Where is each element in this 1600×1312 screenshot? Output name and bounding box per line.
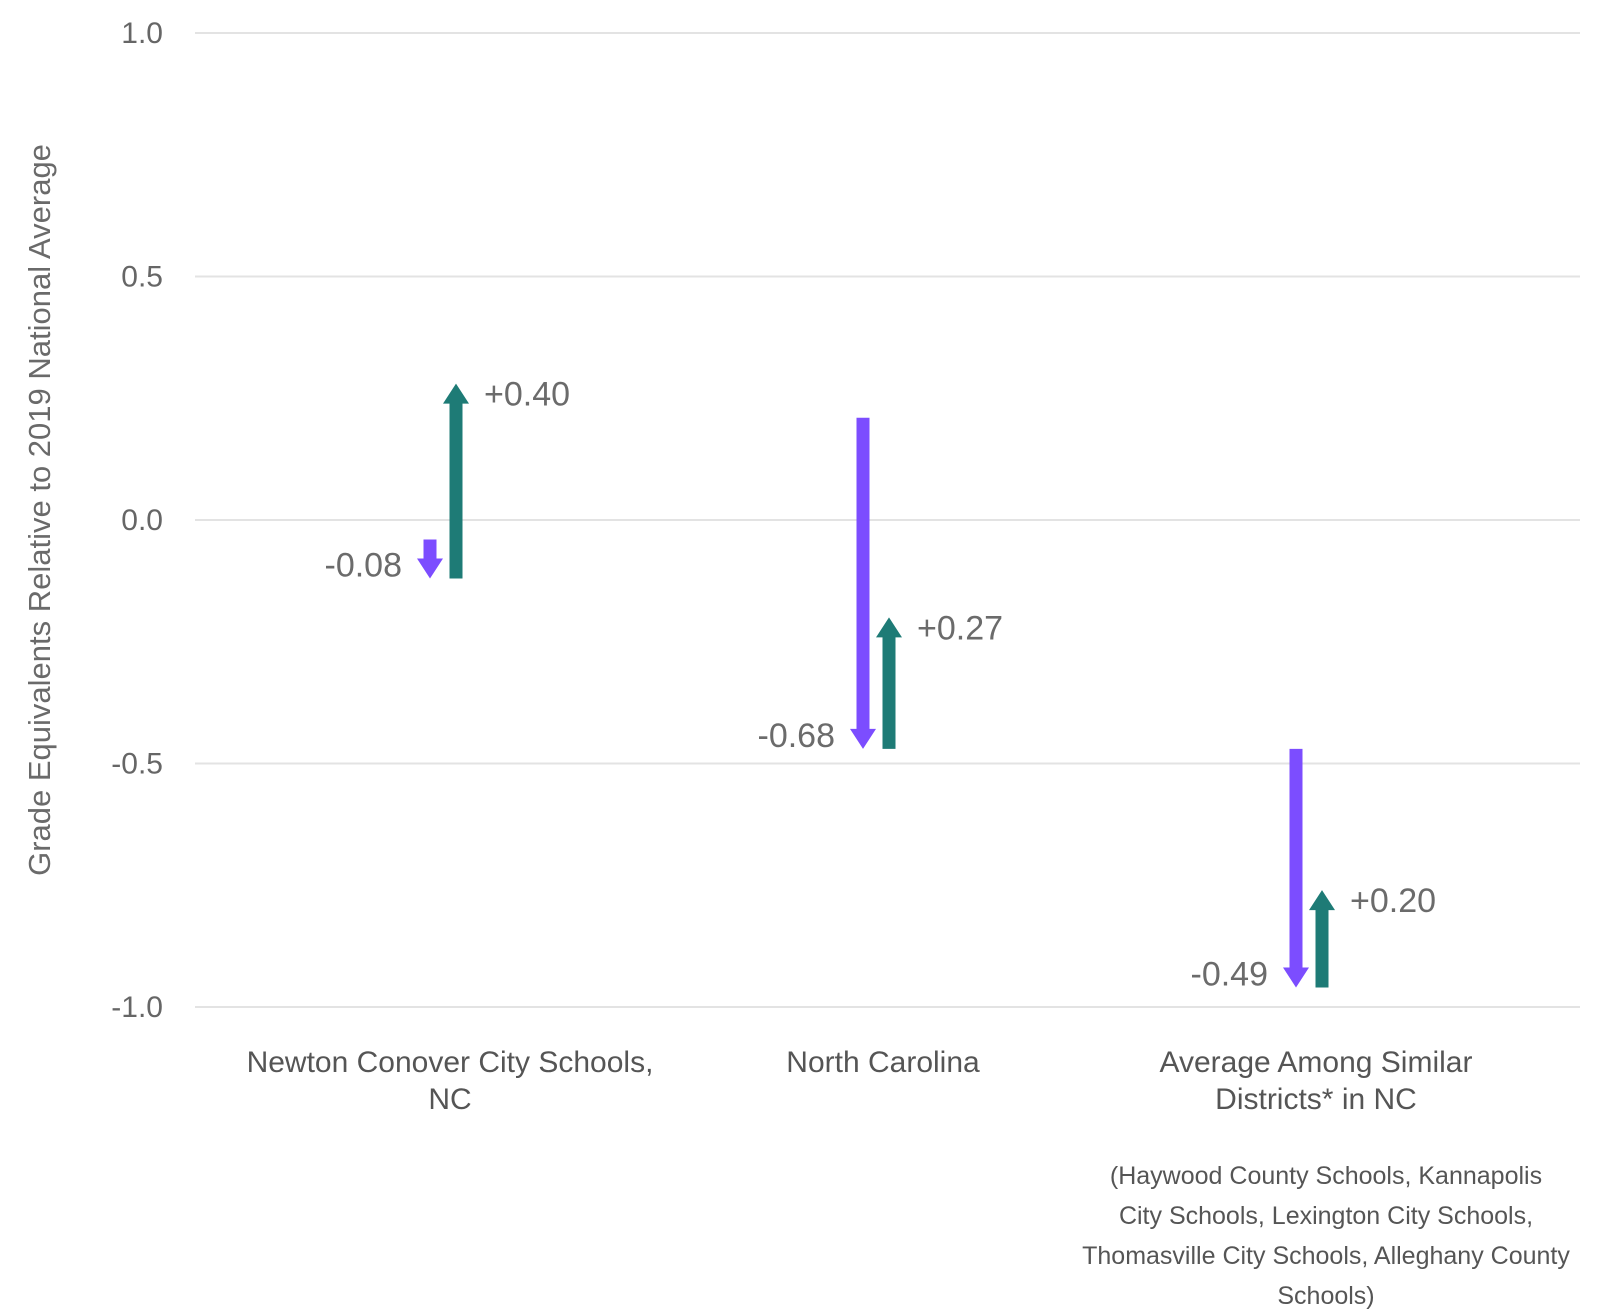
category-label: Districts* in NC: [1215, 1083, 1417, 1116]
category-note: Schools): [1277, 1282, 1374, 1310]
category-label: Average Among Similar: [1160, 1046, 1473, 1079]
y-tick-label: 0.5: [121, 261, 163, 294]
y-tick-label: 0.0: [121, 504, 163, 537]
category-label: NC: [428, 1083, 471, 1116]
arrows: -0.08 +0.40 -0.68 +0.27 -0.49 +0.20: [325, 376, 1437, 994]
y-tick-label: -0.5: [111, 748, 163, 781]
recovery-arrow: [876, 617, 902, 749]
decline-value-label: -0.68: [758, 717, 836, 755]
category-label: North Carolina: [786, 1046, 980, 1079]
recovery-value-label: +0.27: [917, 609, 1003, 647]
recovery-arrow: [443, 383, 469, 579]
gridlines: [195, 32, 1580, 1008]
category-label: Newton Conover City Schools,: [247, 1046, 654, 1079]
category-note: (Haywood County Schools, Kannapolis: [1110, 1162, 1542, 1190]
decline-value-label: -0.49: [1191, 956, 1269, 994]
recovery-value-label: +0.20: [1350, 882, 1436, 920]
y-axis-title: Grade Equivalents Relative to 2019 Natio…: [22, 144, 57, 876]
decline-arrow: [417, 539, 443, 579]
y-tick-labels: 1.0 0.5 0.0 -0.5 -1.0: [111, 17, 163, 1024]
y-tick-label: -1.0: [111, 991, 163, 1024]
decline-arrow: [1283, 748, 1309, 988]
y-tick-label: 1.0: [121, 17, 163, 50]
category-note: Thomasville City Schools, Alleghany Coun…: [1082, 1242, 1570, 1270]
recovery-arrow: [1309, 890, 1335, 988]
category-labels: Newton Conover City Schools, NC North Caro…: [247, 1046, 1571, 1310]
decline-arrow: [850, 417, 876, 749]
decline-value-label: -0.08: [325, 546, 403, 584]
category-note: City Schools, Lexington City Schools,: [1119, 1202, 1533, 1230]
recovery-value-label: +0.40: [484, 376, 570, 414]
